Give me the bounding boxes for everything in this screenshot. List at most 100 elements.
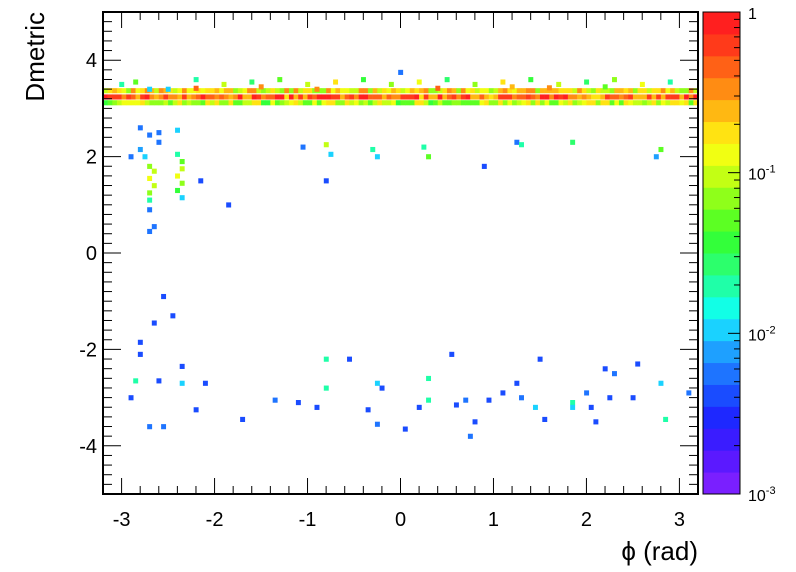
heatmap-cell: [472, 81, 478, 88]
heatmap-cell: [646, 88, 652, 94]
heatmap-cell: [175, 151, 180, 157]
heatmap-cell: [449, 351, 455, 357]
heatmap-cell: [563, 88, 569, 94]
heatmap-cell: [433, 100, 438, 106]
heatmap-cell: [498, 94, 504, 100]
heatmap-cell: [205, 88, 211, 94]
heatmap-cell: [149, 94, 155, 100]
heatmap-cell: [516, 94, 522, 100]
heatmap-cell: [288, 100, 294, 106]
heatmap-cell: [193, 77, 199, 83]
heatmap-cell: [670, 100, 676, 106]
heatmap-cell: [563, 100, 569, 106]
heatmap-cell: [612, 371, 617, 377]
heatmap-cell: [179, 180, 185, 186]
heatmap-cell: [298, 88, 304, 94]
heatmap-cell: [142, 154, 148, 160]
heatmap-cell: [135, 94, 141, 100]
heatmap-cell: [542, 416, 548, 422]
heatmap-cell: [472, 419, 478, 425]
heatmap-cell: [442, 88, 448, 94]
heatmap-cell: [209, 88, 215, 94]
heatmap-cell: [451, 100, 457, 106]
heatmap-cell: [521, 100, 527, 106]
heatmap-cell: [456, 100, 462, 106]
heatmap-cell: [321, 94, 327, 100]
heatmap-cell: [107, 100, 113, 106]
colorbar-segment: [703, 12, 740, 35]
heatmap-cell: [544, 94, 550, 100]
heatmap-cell: [381, 100, 387, 106]
heatmap-cell: [656, 88, 662, 94]
heatmap-cell: [358, 88, 364, 94]
heatmap-cell: [651, 88, 657, 94]
heatmap-cell: [628, 100, 634, 106]
heatmap-cell: [182, 94, 187, 100]
heatmap-cell: [156, 130, 162, 136]
colorbar-frame: [702, 11, 741, 495]
heatmap-cell: [684, 88, 690, 94]
heatmap-cell: [535, 94, 541, 100]
heatmap-cell: [428, 88, 434, 94]
heatmap-cell: [358, 94, 364, 100]
heatmap-cell: [442, 100, 448, 106]
heatmap-cell: [168, 100, 174, 106]
heatmap-cell: [158, 100, 164, 106]
heatmap-cell: [140, 100, 146, 106]
colorbar-segment: [703, 362, 740, 385]
x-tick-label: 2: [581, 509, 592, 531]
heatmap-cell: [493, 94, 499, 100]
heatmap-cell: [242, 88, 248, 94]
heatmap-cell: [618, 94, 624, 100]
heatmap-cell: [679, 88, 685, 94]
heatmap-cell: [437, 100, 443, 106]
heatmap-cell: [147, 197, 153, 203]
heatmap-cell: [528, 77, 534, 83]
heatmap-cell: [314, 86, 320, 92]
heatmap-cell: [595, 100, 601, 106]
heatmap-cell: [256, 88, 262, 94]
heatmap-cell: [126, 100, 132, 106]
heatmap-cell: [330, 100, 336, 106]
heatmap-cell: [521, 94, 527, 100]
heatmap-cell: [179, 195, 185, 201]
heatmap-cell: [193, 85, 199, 91]
heatmap-cell: [532, 404, 538, 410]
heatmap-cell: [126, 94, 132, 100]
heatmap-cell: [409, 94, 415, 100]
heatmap-cell: [121, 100, 127, 106]
heatmap-cell: [688, 94, 694, 100]
heatmap-cell: [135, 88, 141, 94]
heatmap-cell: [284, 100, 290, 106]
heatmap-cell: [300, 144, 306, 150]
heatmap-cell: [614, 94, 620, 100]
heatmap-cell: [307, 94, 313, 100]
colorbar-segment: [703, 450, 740, 473]
heatmap-cell: [656, 94, 662, 100]
heatmap-cell: [416, 79, 422, 85]
heatmap-cell: [151, 320, 157, 326]
heatmap-cell: [391, 88, 397, 94]
heatmap-cell: [693, 100, 699, 106]
heatmap-cell: [247, 100, 253, 106]
x-tick-label: -1: [299, 509, 317, 531]
heatmap-cell: [360, 77, 366, 83]
heatmap-cell: [446, 94, 452, 100]
heatmap-cell: [665, 94, 671, 100]
colorbar-segment: [703, 55, 740, 79]
colorbar-segment: [703, 121, 740, 144]
heatmap-cell: [256, 94, 262, 100]
heatmap-cell: [330, 88, 336, 94]
heatmap-cell: [270, 100, 276, 106]
heatmap-cell: [570, 400, 576, 406]
heatmap-cell: [326, 100, 332, 106]
heatmap-cell: [679, 100, 685, 106]
heatmap-cell: [623, 94, 629, 100]
heatmap-cell: [693, 88, 699, 94]
heatmap-cell: [249, 79, 255, 85]
colorbar-segment: [703, 209, 740, 232]
heatmap-cell: [298, 100, 304, 106]
heatmap-cell: [172, 88, 178, 94]
heatmap-cell: [577, 100, 583, 106]
heatmap-cell: [460, 88, 466, 94]
